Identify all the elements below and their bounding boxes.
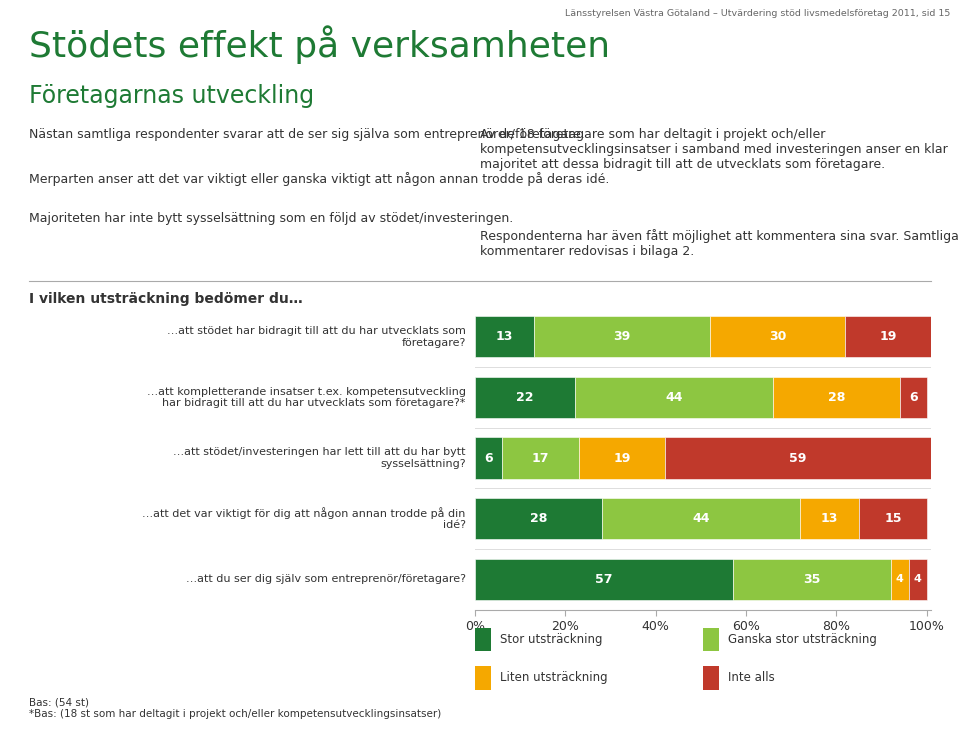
Text: 13: 13 <box>821 512 838 525</box>
Text: 44: 44 <box>692 512 709 525</box>
Bar <box>602 498 801 539</box>
Text: 28: 28 <box>828 391 845 404</box>
Text: Liten utsträckning: Liten utsträckning <box>500 672 608 685</box>
Bar <box>475 437 502 479</box>
Text: Av de 18 företagare som har deltagit i projekt och/eller kompetensutvecklingsins: Av de 18 företagare som har deltagit i p… <box>480 128 948 171</box>
Text: 35: 35 <box>803 573 820 585</box>
Text: 44: 44 <box>665 391 683 404</box>
Text: …att kompletterande insatser t.ex. kompetensutveckling
har bidragit till att du : …att kompletterande insatser t.ex. kompe… <box>147 387 466 408</box>
Text: 39: 39 <box>613 331 631 343</box>
Bar <box>534 316 710 358</box>
Text: Respondenterna har även fått möjlighet att kommentera sina svar. Samtliga kommen: Respondenterna har även fått möjlighet a… <box>480 229 959 258</box>
Bar <box>502 437 579 479</box>
Text: Länsstyrelsen Västra Götaland – Utvärdering stöd livsmedelsföretag 2011, sid 15: Länsstyrelsen Västra Götaland – Utvärder… <box>565 9 950 18</box>
Text: 57: 57 <box>595 573 612 585</box>
Text: 4: 4 <box>914 575 922 584</box>
Text: …att stödet/investeringen har lett till att du har bytt
sysselsättning?: …att stödet/investeringen har lett till … <box>173 447 466 469</box>
Bar <box>801 498 859 539</box>
Text: 13: 13 <box>496 331 514 343</box>
Text: 4: 4 <box>896 575 903 584</box>
Text: Stor utsträckning: Stor utsträckning <box>500 633 603 646</box>
Bar <box>703 628 719 651</box>
Bar <box>859 498 926 539</box>
Text: Stödets effekt på verksamheten: Stödets effekt på verksamheten <box>29 26 610 64</box>
Text: 17: 17 <box>532 452 549 464</box>
Bar <box>846 316 931 358</box>
Text: 19: 19 <box>613 452 631 464</box>
Text: 6: 6 <box>485 452 493 464</box>
Text: Bas: (54 st)
*Bas: (18 st som har deltagit i projekt och/eller kompetensutveckli: Bas: (54 st) *Bas: (18 st som har deltag… <box>29 697 441 719</box>
Text: 6: 6 <box>909 391 918 404</box>
Text: Ganska stor utsträckning: Ganska stor utsträckning <box>729 633 877 646</box>
Bar <box>475 316 534 358</box>
Text: 15: 15 <box>884 512 901 525</box>
Bar <box>475 666 492 690</box>
Bar <box>475 498 602 539</box>
Text: …att det var viktigt för dig att någon annan trodde på din
idé?: …att det var viktigt för dig att någon a… <box>142 507 466 531</box>
Bar <box>703 666 719 690</box>
Text: Nästan samtliga respondenter svarar att de ser sig själva som entreprenörer/före: Nästan samtliga respondenter svarar att … <box>29 128 585 141</box>
Bar <box>732 558 891 600</box>
Text: Majoriteten har inte bytt sysselsättning som en följd av stödet/investeringen.: Majoriteten har inte bytt sysselsättning… <box>29 212 513 225</box>
Bar <box>891 558 908 600</box>
Bar <box>710 316 846 358</box>
Text: 22: 22 <box>516 391 534 404</box>
Bar <box>908 558 926 600</box>
Text: …att du ser dig själv som entreprenör/företagare?: …att du ser dig själv som entreprenör/fö… <box>185 575 466 584</box>
Bar <box>475 377 574 418</box>
Text: Inte alls: Inte alls <box>729 672 775 685</box>
Text: 28: 28 <box>530 512 547 525</box>
Text: 59: 59 <box>789 452 806 464</box>
Text: I vilken utsträckning bedömer du…: I vilken utsträckning bedömer du… <box>29 292 302 306</box>
Bar <box>574 377 773 418</box>
Text: Företagarnas utveckling: Företagarnas utveckling <box>29 84 314 108</box>
Text: Merparten anser att det var viktigt eller ganska viktigt att någon annan trodde : Merparten anser att det var viktigt elle… <box>29 172 610 185</box>
Bar <box>475 628 492 651</box>
Text: 19: 19 <box>879 331 897 343</box>
Text: …att stödet har bidragit till att du har utvecklats som
företagare?: …att stödet har bidragit till att du har… <box>167 326 466 347</box>
Bar <box>579 437 665 479</box>
Bar <box>900 377 926 418</box>
Bar <box>773 377 900 418</box>
Bar <box>475 558 732 600</box>
Text: 30: 30 <box>769 331 786 343</box>
Bar <box>665 437 931 479</box>
